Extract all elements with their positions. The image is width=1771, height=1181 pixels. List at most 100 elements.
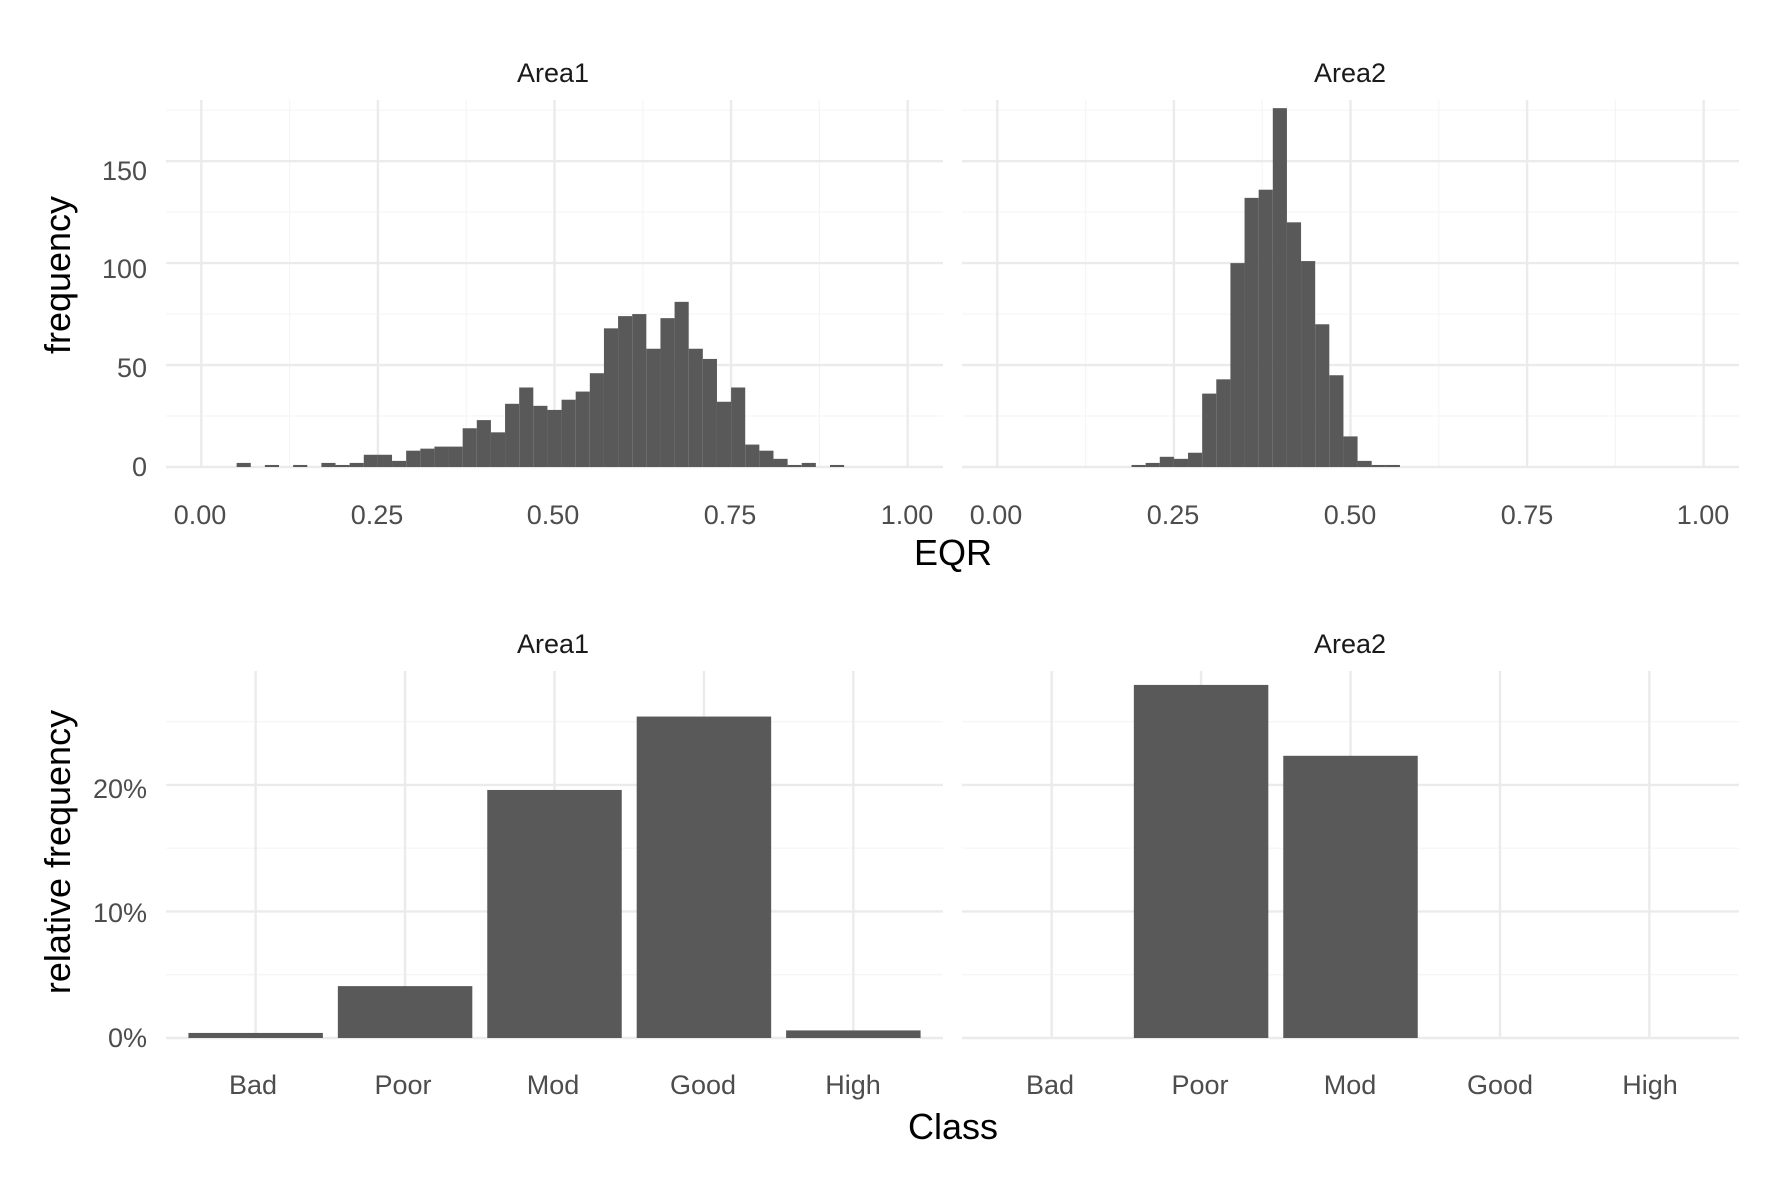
histogram-bar	[448, 446, 463, 467]
y-axis-title: frequency	[37, 196, 78, 354]
histogram-bar	[1173, 458, 1189, 467]
histogram-bar	[377, 454, 393, 467]
y-axis-title: relative frequency	[37, 710, 78, 994]
y-tick-label: 50	[117, 353, 147, 383]
histogram-bar	[1385, 464, 1400, 467]
bar-x-tick-labels-area2: Bad Poor Mod Good High	[1026, 1070, 1678, 1100]
histogram-bar	[1131, 464, 1146, 467]
histogram-bar	[660, 318, 675, 467]
x-axis-title: EQR	[914, 532, 992, 573]
histogram-bar	[1145, 462, 1160, 467]
histogram-bar	[363, 454, 378, 467]
histogram-bar	[1329, 375, 1344, 467]
histogram-x-tick-labels-area1: 0.00 0.25 0.50 0.75 1.00	[174, 500, 934, 530]
x-tick-label: 0.25	[1147, 500, 1200, 530]
x-axis-title: Class	[908, 1106, 998, 1147]
facet-strip-label: Area1	[517, 58, 589, 88]
histogram-bar	[745, 444, 760, 467]
y-tick-label: 100	[102, 254, 147, 284]
histogram-x-tick-labels-area2: 0.00 0.25 0.50 0.75 1.00	[970, 500, 1730, 530]
histogram-bar	[1301, 261, 1316, 467]
y-tick-label: 10%	[93, 898, 147, 928]
x-tick-label: Bad	[229, 1070, 277, 1100]
x-tick-label: 0.75	[704, 500, 757, 530]
x-tick-label: High	[1622, 1070, 1678, 1100]
histogram-bar	[236, 462, 251, 467]
x-tick-label: 0.25	[351, 500, 404, 530]
histogram-bar	[787, 464, 802, 467]
x-tick-label: Bad	[1026, 1070, 1074, 1100]
histogram-bar	[547, 409, 562, 467]
histogram-bar	[476, 420, 491, 467]
histogram-bar	[1216, 379, 1231, 467]
x-tick-label: Poor	[1171, 1070, 1228, 1100]
bar-x-tick-labels-area1: Bad Poor Mod Good High	[229, 1070, 881, 1100]
x-tick-label: 1.00	[1677, 500, 1730, 530]
histogram-bar	[1343, 436, 1358, 467]
histogram-bar	[490, 432, 506, 467]
class-bar-poor	[1133, 684, 1269, 1038]
facet-strip-label: Area1	[517, 629, 589, 659]
bar-panel-area2: Area2	[962, 629, 1739, 1040]
histogram-bar	[1230, 263, 1245, 467]
histogram-bar	[1272, 108, 1287, 468]
histogram-bar	[420, 448, 435, 467]
x-tick-label: 1.00	[881, 500, 934, 530]
x-tick-label: Mod	[1324, 1070, 1377, 1100]
histogram-panel-area1: Area1	[166, 58, 943, 469]
x-tick-label: 0.00	[970, 500, 1023, 530]
class-bar-poor	[337, 986, 473, 1038]
histogram-bar	[618, 316, 633, 467]
x-tick-label: Mod	[527, 1070, 580, 1100]
histogram-bar	[533, 405, 548, 467]
y-tick-label: 150	[102, 156, 147, 186]
histogram-bar	[434, 446, 449, 467]
histogram-bar	[646, 348, 661, 467]
histogram-bar	[801, 462, 816, 467]
class-bar-good	[636, 716, 772, 1038]
histogram-bar	[829, 464, 845, 467]
histogram-bar	[674, 301, 689, 467]
histogram-bar	[603, 328, 619, 467]
bar-y-tick-labels: 0% 10% 20%	[93, 774, 147, 1053]
histogram-bar	[392, 460, 407, 467]
histogram-bar	[1258, 189, 1273, 467]
x-tick-label: 0.50	[527, 500, 580, 530]
histogram-bar	[688, 348, 703, 467]
histogram-bar	[321, 462, 336, 467]
histogram-bar	[759, 450, 774, 467]
histogram-bar	[575, 391, 590, 467]
histogram-bar	[462, 428, 477, 467]
x-tick-label: Poor	[374, 1070, 431, 1100]
histogram-bar	[1159, 456, 1174, 467]
histogram-bar	[406, 450, 421, 467]
histogram-bar	[716, 401, 732, 467]
y-tick-label: 0	[132, 452, 147, 482]
y-tick-label: 0%	[108, 1023, 147, 1053]
histogram-bar	[1202, 393, 1217, 467]
histogram-y-tick-labels: 0 50 100 150	[102, 156, 147, 482]
y-tick-label: 20%	[93, 774, 147, 804]
histogram-bar	[1188, 452, 1203, 467]
x-tick-label: High	[825, 1070, 881, 1100]
histogram-bar	[293, 464, 308, 467]
histogram-bar	[731, 387, 746, 467]
histogram-bar	[1244, 197, 1259, 467]
x-tick-label: Good	[670, 1070, 736, 1100]
class-bar-mod	[1283, 755, 1418, 1038]
x-tick-label: 0.00	[174, 500, 227, 530]
class-bar-high	[786, 1030, 921, 1038]
histogram-panel-area2: Area2	[962, 58, 1739, 469]
class-bar-bad	[188, 1032, 323, 1038]
histogram-bar	[773, 458, 788, 467]
histogram-bar	[561, 399, 576, 467]
histogram-bar	[519, 387, 534, 467]
bar-panel-area1: Area1	[166, 629, 943, 1040]
histogram-bar	[1357, 460, 1372, 467]
x-tick-label: 0.50	[1324, 500, 1377, 530]
class-bar-mod	[487, 789, 622, 1038]
histogram-bar	[505, 403, 520, 467]
histogram-bar	[1371, 464, 1386, 467]
histogram-bar	[335, 464, 350, 467]
